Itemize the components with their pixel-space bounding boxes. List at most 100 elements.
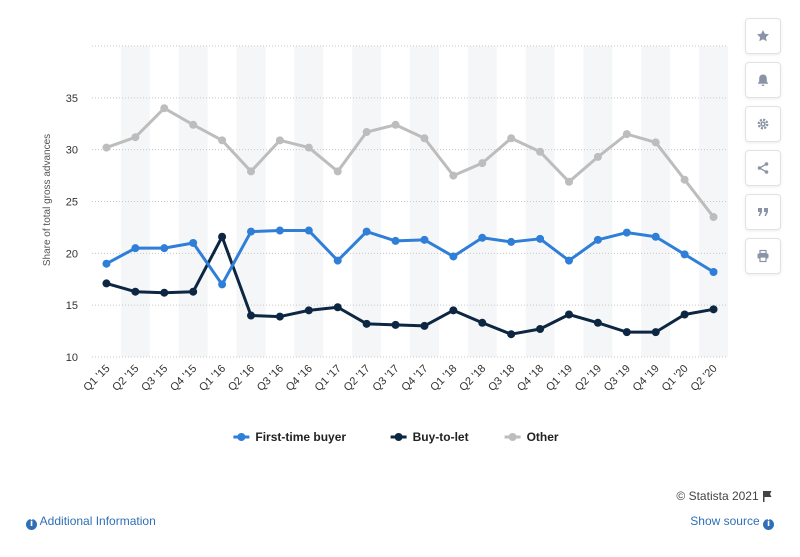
- data-point[interactable]: [420, 235, 429, 244]
- data-point[interactable]: [275, 312, 284, 321]
- series-group: [102, 226, 718, 289]
- data-point[interactable]: [593, 318, 602, 327]
- data-point[interactable]: [536, 325, 545, 334]
- x-tick-label: Q3 '16: [255, 363, 286, 394]
- print-icon: [756, 249, 770, 263]
- data-point[interactable]: [420, 321, 429, 330]
- favorite-button[interactable]: [745, 18, 781, 54]
- data-point[interactable]: [680, 250, 689, 259]
- data-point[interactable]: [565, 256, 573, 265]
- y-axis-ticks: 10 15 20 25 30 35: [66, 93, 78, 364]
- statista-credit[interactable]: © Statista 2021: [676, 489, 774, 503]
- data-point[interactable]: [102, 279, 111, 288]
- data-point[interactable]: [247, 167, 255, 176]
- x-tick-label: Q1 '17: [313, 363, 344, 394]
- data-point[interactable]: [651, 328, 660, 337]
- data-point[interactable]: [507, 330, 516, 339]
- legend-item[interactable]: First-time buyer: [233, 430, 346, 444]
- cite-button[interactable]: [745, 194, 781, 230]
- data-point[interactable]: [333, 303, 342, 312]
- additional-information-link[interactable]: i Additional Information: [26, 514, 156, 530]
- data-point[interactable]: [709, 267, 718, 276]
- bell-icon: [756, 73, 770, 87]
- data-point[interactable]: [131, 287, 140, 296]
- legend-marker: [237, 433, 246, 441]
- data-point[interactable]: [189, 238, 198, 247]
- data-point[interactable]: [680, 175, 689, 184]
- data-point[interactable]: [449, 252, 458, 261]
- data-point[interactable]: [362, 227, 371, 236]
- legend-item[interactable]: Buy-to-let: [390, 430, 469, 444]
- settings-button[interactable]: [745, 106, 781, 142]
- x-tick-label: Q1 '19: [544, 363, 575, 394]
- data-point[interactable]: [218, 280, 227, 289]
- category-band: [352, 46, 382, 357]
- data-point[interactable]: [478, 233, 487, 242]
- data-point[interactable]: [478, 159, 487, 168]
- data-point[interactable]: [622, 328, 631, 337]
- x-tick-label: Q3 '15: [139, 363, 170, 394]
- data-point[interactable]: [218, 136, 227, 145]
- data-point[interactable]: [507, 134, 516, 143]
- info-icon: i: [763, 519, 774, 530]
- data-point[interactable]: [275, 226, 284, 235]
- data-point[interactable]: [449, 171, 458, 180]
- data-point[interactable]: [391, 236, 400, 245]
- data-point[interactable]: [160, 244, 169, 253]
- data-point[interactable]: [189, 287, 198, 296]
- data-point[interactable]: [449, 306, 458, 315]
- data-point[interactable]: [304, 226, 313, 235]
- data-point[interactable]: [536, 147, 545, 156]
- data-point[interactable]: [709, 213, 718, 222]
- data-point[interactable]: [391, 120, 400, 129]
- data-point[interactable]: [593, 235, 602, 244]
- category-band: [525, 46, 555, 357]
- data-point[interactable]: [391, 320, 400, 329]
- data-point[interactable]: [593, 152, 602, 161]
- data-point[interactable]: [622, 130, 631, 139]
- data-point[interactable]: [160, 288, 169, 297]
- data-point[interactable]: [362, 128, 371, 137]
- data-point[interactable]: [478, 318, 487, 327]
- data-point[interactable]: [536, 234, 545, 243]
- data-point[interactable]: [247, 311, 255, 320]
- data-point[interactable]: [333, 256, 342, 265]
- legend-item[interactable]: Other: [504, 430, 559, 444]
- data-point[interactable]: [131, 133, 140, 142]
- x-tick-label: Q2 '17: [342, 363, 373, 394]
- data-point[interactable]: [680, 310, 689, 319]
- print-button[interactable]: [745, 238, 781, 274]
- data-point[interactable]: [102, 143, 111, 152]
- data-point[interactable]: [651, 138, 660, 147]
- data-point[interactable]: [218, 232, 227, 241]
- data-point[interactable]: [275, 136, 284, 145]
- data-point[interactable]: [304, 143, 313, 152]
- data-point[interactable]: [333, 167, 342, 176]
- x-tick-label: Q2 '20: [688, 363, 719, 394]
- data-point[interactable]: [651, 232, 660, 241]
- data-point[interactable]: [420, 134, 429, 143]
- share-button[interactable]: [745, 150, 781, 186]
- data-point[interactable]: [160, 104, 169, 113]
- data-point[interactable]: [565, 177, 573, 186]
- data-point[interactable]: [622, 228, 631, 237]
- data-point[interactable]: [102, 259, 111, 268]
- category-band: [583, 46, 613, 357]
- data-point[interactable]: [565, 310, 573, 319]
- data-point[interactable]: [304, 306, 313, 315]
- y-tick-label: 20: [66, 248, 78, 260]
- data-point[interactable]: [709, 305, 718, 314]
- data-point[interactable]: [507, 237, 516, 246]
- data-point[interactable]: [362, 319, 371, 328]
- alert-button[interactable]: [745, 62, 781, 98]
- legend-label: Other: [527, 430, 559, 444]
- side-toolbar: [745, 18, 781, 282]
- x-tick-label: Q2 '16: [226, 363, 257, 394]
- data-point[interactable]: [131, 244, 140, 253]
- data-point[interactable]: [247, 227, 255, 236]
- data-point[interactable]: [189, 120, 198, 129]
- show-source-link[interactable]: Show source i: [690, 514, 774, 530]
- legend[interactable]: First-time buyer Buy-to-let Other: [233, 430, 559, 444]
